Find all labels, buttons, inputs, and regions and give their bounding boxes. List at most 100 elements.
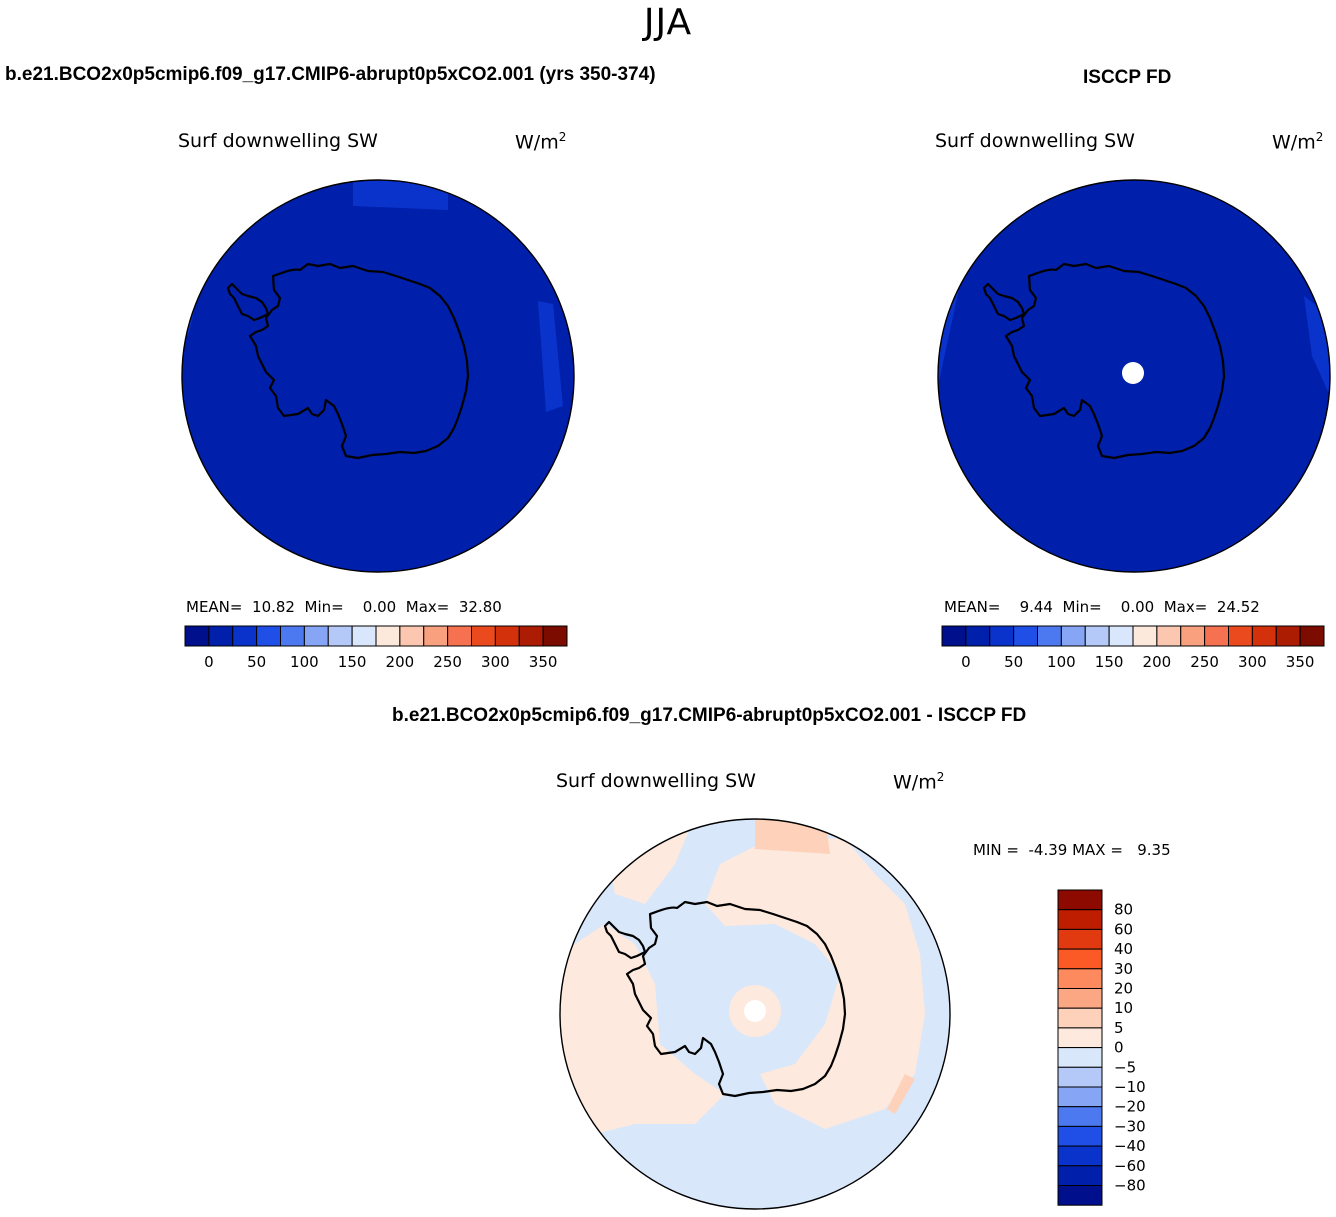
panel-1-title: b.e21.BCO2x0p5cmip6.f09_g17.CMIP6-abrupt…	[5, 64, 656, 85]
panel-3-variable: Surf downwelling SW	[556, 770, 756, 792]
colorbar-box	[256, 625, 281, 647]
panel-1-stats: MEAN= 10.82 Min= 0.00 Max= 32.80	[186, 598, 502, 616]
pole-missing	[744, 1000, 766, 1022]
colorbar-tick-label: 80	[1114, 901, 1133, 919]
colorbar-tick-label: 0	[1114, 1039, 1124, 1057]
colorbar-box	[494, 625, 520, 647]
colorbar-2: 0 50 100 150 200 250 300 350	[941, 625, 1325, 671]
map-2	[937, 179, 1331, 573]
colorbar-box	[1057, 1027, 1103, 1049]
colorbar-box	[1057, 909, 1103, 930]
colorbar-tick-label: 50	[1004, 653, 1023, 671]
contour-patch	[538, 301, 563, 412]
colorbar-box	[1060, 625, 1086, 647]
map-border	[559, 818, 951, 1210]
colorbar-tick-label: 250	[433, 653, 462, 671]
colorbar-box	[471, 625, 496, 647]
colorbar-box	[1057, 928, 1103, 950]
panel-3-stats: MIN = -4.39 MAX = 9.35	[973, 841, 1171, 859]
colorbar-box	[941, 625, 967, 647]
colorbar-tick-label: 5	[1114, 1019, 1124, 1037]
positive-patch-5-10	[755, 819, 830, 854]
colorbar-1: 0 50 100 150 200 250 300 350	[184, 625, 568, 671]
colorbar-tick-label: 200	[386, 653, 415, 671]
colorbar-box	[989, 625, 1015, 647]
colorbar-box	[1299, 625, 1325, 647]
colorbar-tick-label: 0	[204, 653, 214, 671]
colorbar-box	[208, 625, 234, 647]
contour-patch	[938, 266, 964, 386]
colorbar-box	[375, 625, 401, 647]
colorbar-box	[1057, 1007, 1103, 1029]
map-1	[181, 179, 575, 573]
colorbar-box	[423, 625, 449, 647]
season-title: JJA	[643, 2, 693, 43]
panel-2-stats: MEAN= 9.44 Min= 0.00 Max= 24.52	[944, 598, 1260, 616]
colorbar-box	[1057, 1106, 1103, 1127]
panel-2-title: ISCCP FD	[1083, 67, 1172, 88]
map-border	[181, 179, 575, 573]
panel-3-units: W/m2	[893, 770, 945, 794]
colorbar-tick-label: 50	[247, 653, 266, 671]
colorbar-tick-label: −60	[1114, 1157, 1146, 1175]
positive-region	[560, 924, 725, 1134]
colorbar-box	[1204, 625, 1229, 647]
colorbar-tick-label: 350	[1286, 653, 1315, 671]
colorbar-box	[1057, 1185, 1103, 1206]
colorbar-box	[232, 625, 258, 647]
colorbar-box	[1156, 625, 1182, 647]
map-3	[559, 818, 951, 1210]
colorbar-tick-label: −30	[1114, 1117, 1146, 1135]
colorbar-tick-label: 20	[1114, 980, 1133, 998]
colorbar-tick-label: 300	[1238, 653, 1267, 671]
colorbar-tick-label: 0	[961, 653, 971, 671]
colorbar-tick-label: −10	[1114, 1078, 1146, 1096]
colorbar-box	[1057, 988, 1103, 1009]
colorbar-box	[1108, 625, 1134, 647]
colorbar-box	[1057, 1086, 1103, 1108]
colorbar-box	[1057, 968, 1103, 989]
colorbar-box	[303, 625, 329, 647]
colorbar-tick-label: −20	[1114, 1098, 1146, 1116]
colorbar-tick-label: −5	[1114, 1058, 1136, 1076]
colorbar-box	[1132, 625, 1158, 647]
colorbar-tick-label: −40	[1114, 1137, 1146, 1155]
colorbar-box	[1057, 1125, 1103, 1147]
colorbar-box	[351, 625, 377, 647]
colorbar-tick-label: 150	[1095, 653, 1124, 671]
colorbar-box	[1013, 625, 1038, 647]
colorbar-tick-label: 250	[1190, 653, 1219, 671]
colorbar-tick-label: 60	[1114, 920, 1133, 938]
contour-patch	[353, 180, 448, 210]
colorbar-box	[1057, 1066, 1103, 1088]
colorbar-tick-label: 10	[1114, 999, 1133, 1017]
panel-2-variable: Surf downwelling SW	[935, 130, 1135, 152]
colorbar-box	[1057, 948, 1103, 970]
colorbar-box	[1057, 1165, 1103, 1187]
colorbar-box	[1057, 1145, 1103, 1167]
panel-1-units: W/m2	[515, 130, 567, 154]
map-border	[937, 179, 1331, 573]
colorbar-box	[518, 625, 544, 647]
colorbar-box	[1275, 625, 1301, 647]
colorbar-box	[184, 625, 210, 647]
panel-3-title: b.e21.BCO2x0p5cmip6.f09_g17.CMIP6-abrupt…	[392, 705, 1027, 726]
panel-1-variable: Surf downwelling SW	[178, 130, 378, 152]
colorbar-box	[1057, 889, 1103, 911]
colorbar-box	[542, 625, 568, 647]
colorbar-tick-label: 350	[529, 653, 558, 671]
colorbar-box	[399, 625, 425, 647]
colorbar-tick-label: 100	[290, 653, 319, 671]
colorbar-tick-label: 300	[481, 653, 510, 671]
panel-2-units: W/m2	[1272, 130, 1324, 154]
colorbar-tick-label: 40	[1114, 940, 1133, 958]
positive-patch-5-10	[887, 1074, 915, 1114]
colorbar-box	[1180, 625, 1206, 647]
pole-missing	[1122, 362, 1144, 384]
colorbar-box	[1228, 625, 1253, 647]
colorbar-box	[327, 625, 353, 647]
field-background	[182, 180, 574, 572]
colorbar-tick-label: −80	[1114, 1177, 1146, 1195]
